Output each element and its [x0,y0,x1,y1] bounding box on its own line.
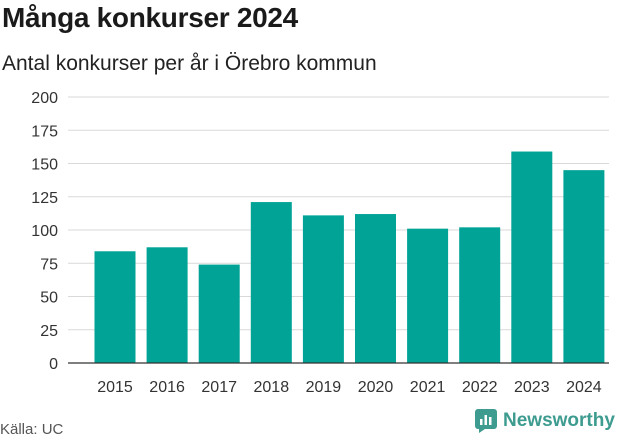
bar-2022 [459,227,501,363]
x-tick-label: 2023 [514,379,550,396]
brand-logo: Newsworthy [475,408,615,434]
brand-name: Newsworthy [503,410,615,431]
x-tick-label: 2015 [97,379,133,396]
x-tick-label: 2016 [149,379,185,396]
y-tick-label: 100 [31,223,58,240]
bar-2018 [250,202,292,363]
y-tick-label: 150 [31,157,58,174]
chart-subtitle: Antal konkurser per år i Örebro kommun [2,52,377,75]
x-tick-label: 2018 [254,379,290,396]
x-tick-label: 2022 [462,379,498,396]
x-tick-label: 2024 [566,379,602,396]
bar-2021 [407,228,449,363]
y-tick-label: 25 [40,323,58,340]
bar-2017 [198,264,240,363]
y-tick-label: 75 [40,256,58,273]
bar-2019 [302,215,344,363]
bar-2020 [355,214,396,363]
y-tick-label: 200 [31,90,58,107]
x-tick-label: 2020 [358,379,394,396]
x-tick-label: 2021 [410,379,446,396]
bar-2023 [511,151,553,363]
y-tick-label: 125 [31,190,58,207]
x-tick-label: 2019 [306,379,342,396]
bar-2024 [563,170,605,363]
y-tick-label: 175 [31,123,58,140]
source-label: Källa: UC [0,421,64,438]
bar-2016 [146,247,188,363]
y-tick-label: 50 [40,290,58,307]
y-tick-label: 0 [49,356,58,373]
bar-2015 [94,251,136,363]
x-tick-label: 2017 [201,379,237,396]
chart-title: Många konkurser 2024 [2,2,298,33]
newsworthy-logo-icon [475,409,497,433]
